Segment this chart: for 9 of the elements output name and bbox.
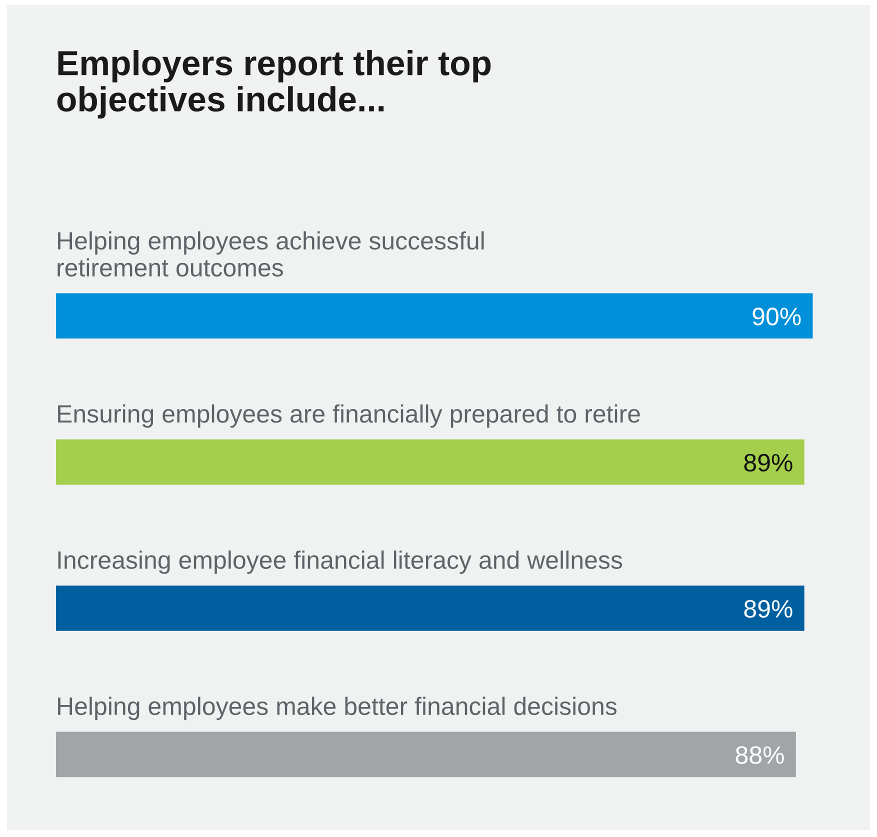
y-tick-label: Ensuring employees are financially prepared to retire — [58, 404, 640, 428]
y-tick-label: Helping employees make better financial decisions — [58, 696, 617, 720]
data-label: 88% — [736, 746, 784, 764]
y-tick-label: Helping employees achieve successful retirement outcomes — [58, 231, 484, 277]
data-label: 89% — [744, 600, 792, 618]
chart-title: Employers report their top objectives include... — [57, 50, 491, 119]
y-tick-label: Increasing employee financial literacy and wellness — [58, 550, 622, 574]
data-label: 89% — [744, 454, 792, 472]
data-label: 90% — [752, 308, 801, 326]
